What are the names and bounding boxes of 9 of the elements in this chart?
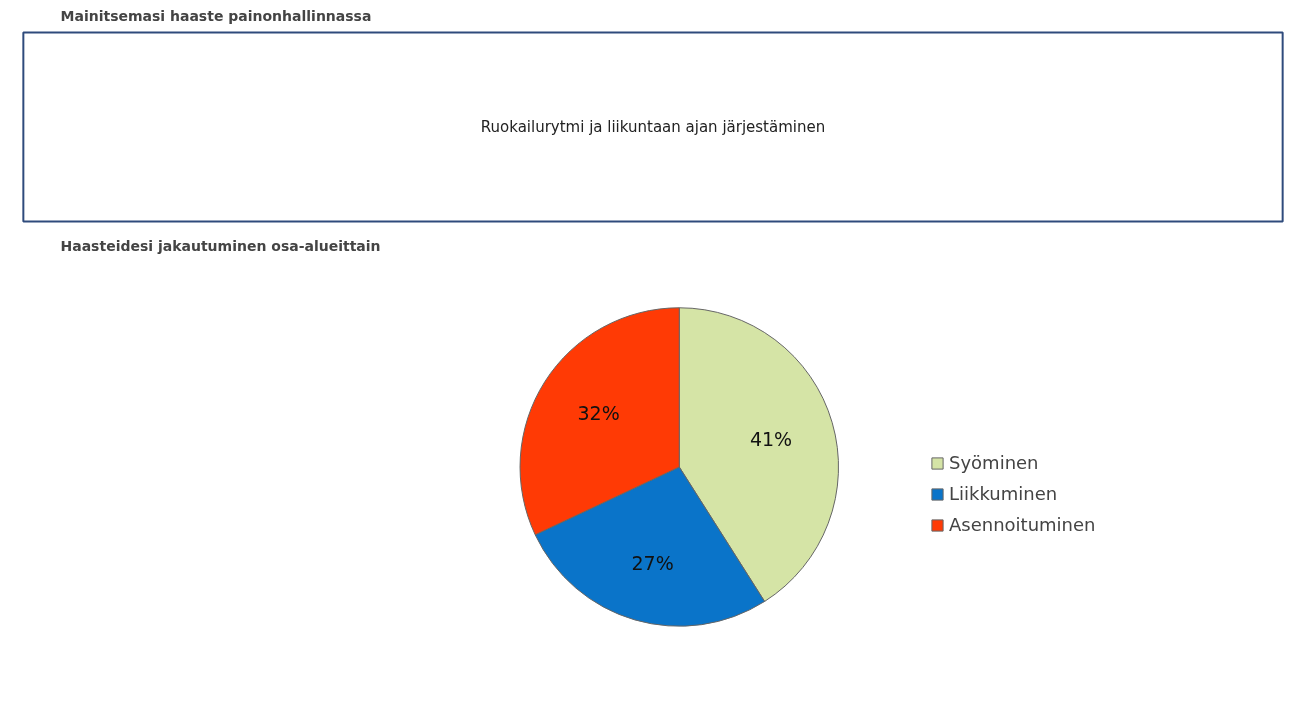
legend-label: Liikkuminen bbox=[949, 483, 1058, 504]
text: Haasteidesi jakautuminen osa-alueittain bbox=[60, 237, 381, 254]
text: Ruokailurytmi ja liikuntaan ajan järjestäminen bbox=[480, 118, 826, 136]
data-label: 27% bbox=[631, 552, 674, 575]
data-label: 32% bbox=[577, 402, 620, 425]
legend-label: Syöminen bbox=[949, 452, 1039, 473]
legend-label: Asennoituminen bbox=[949, 514, 1096, 535]
data-label: 41% bbox=[749, 428, 793, 451]
text: Mainitsemasi haaste painonhallinnassa bbox=[60, 7, 372, 24]
